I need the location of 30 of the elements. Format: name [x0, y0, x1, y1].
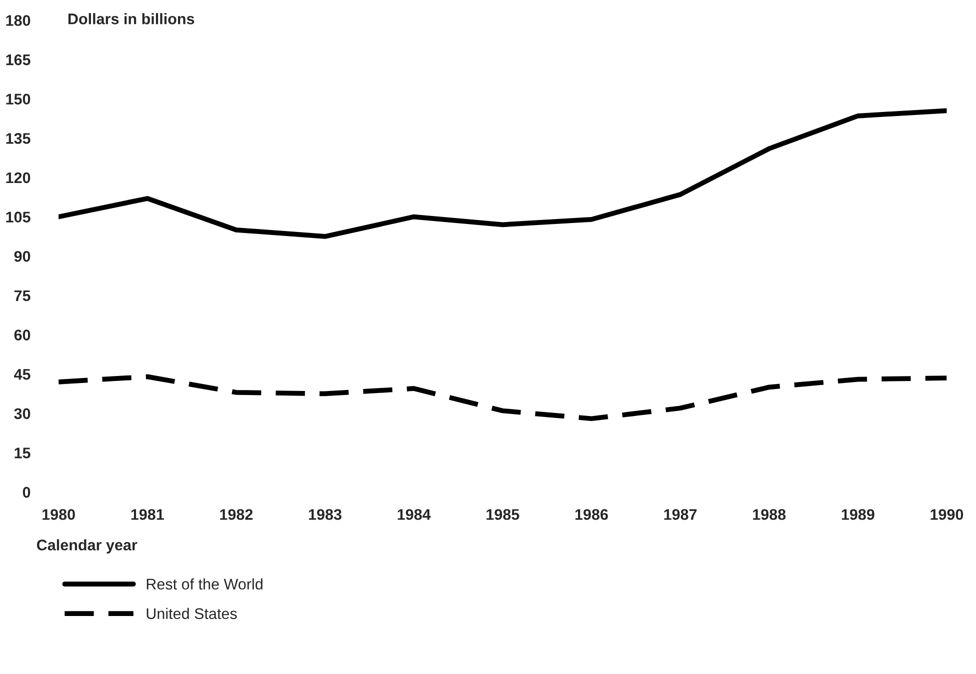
x-tick-label: 1990 — [930, 509, 964, 520]
x-tick-label: 1981 — [131, 509, 164, 520]
y-axis-title: Dollars in billions — [68, 13, 194, 24]
y-tick-label: 75 — [14, 290, 30, 302]
y-tick-label: 180 — [6, 15, 30, 26]
x-tick-label: 1984 — [398, 509, 431, 520]
x-tick-label: 1988 — [753, 509, 786, 520]
x-tick-label: 1985 — [486, 509, 520, 520]
x-tick-label: 1982 — [220, 509, 253, 520]
legend-label: Rest of the World — [146, 578, 262, 590]
legend-label: United States — [146, 608, 237, 620]
y-tick-label: 15 — [14, 448, 30, 458]
line-series — [58, 108, 947, 239]
x-tick-label: 1989 — [842, 509, 874, 520]
line-series — [58, 374, 947, 422]
y-tick-label: 45 — [14, 369, 30, 380]
x-tick-label: 1983 — [308, 509, 342, 520]
x-tick-label: 1980 — [42, 509, 75, 520]
x-tick-label: 1986 — [575, 509, 608, 520]
y-tick-label: 135 — [6, 133, 30, 144]
y-tick-label: 60 — [14, 330, 30, 340]
y-tick-label: 120 — [6, 172, 30, 184]
y-tick-label: 150 — [6, 94, 30, 105]
y-tick-label: 105 — [6, 212, 30, 222]
x-tick-label: 1987 — [664, 509, 697, 520]
y-tick-label: 0 — [22, 486, 30, 498]
y-tick-label: 90 — [14, 250, 30, 262]
y-tick-label: 165 — [6, 54, 30, 66]
x-axis-title: Calendar year — [36, 539, 138, 554]
y-tick-label: 30 — [14, 408, 30, 420]
